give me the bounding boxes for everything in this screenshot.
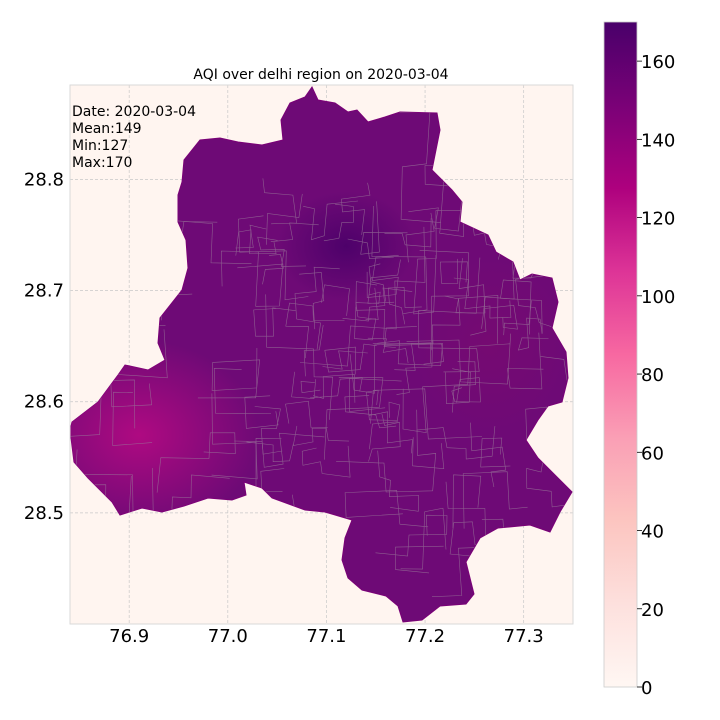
x-tick-label: 77.2 [405,626,445,647]
colorbar [603,21,638,688]
colorbar-tick-label: 40 [641,522,664,543]
colorbar-tick-label: 120 [641,209,675,230]
annotation-max: Max:170 [72,155,132,171]
y-tick-label: 28.5 [24,503,64,524]
chart-title: AQI over delhi region on 2020-03-04 [193,67,448,83]
colorbar-tick-label: 140 [641,130,675,151]
annotation-min: Min:127 [72,138,128,154]
colorbar-tick-label: 0 [641,678,652,699]
colorbar-tick-label: 20 [641,600,664,621]
colorbar-tick-label: 160 [641,52,675,73]
aqi-hotspot-north [276,191,417,302]
colorbar-tick-label: 60 [641,443,664,464]
ward-boundaries [70,87,572,611]
x-tick-label: 77.0 [208,626,248,647]
y-tick-label: 28.8 [24,169,64,190]
colorbar-ticks: 0 20 40 60 80 100 120 140 160 [637,52,675,699]
annotation-mean: Mean:149 [72,121,142,137]
x-tick-label: 77.3 [504,626,544,647]
colorbar-tick-label: 80 [641,365,664,386]
y-tick-label: 28.7 [24,281,64,302]
y-axis-ticks: 28.5 28.6 28.7 28.8 [24,169,64,523]
colorbar-tick-label: 100 [641,287,675,308]
axes-frame [69,84,574,625]
x-tick-label: 76.9 [109,626,149,647]
x-tick-label: 77.1 [306,626,346,647]
annotation-date: Date: 2020-03-04 [72,104,196,120]
x-axis-ticks: 76.9 77.0 77.1 77.2 77.3 [109,626,544,647]
y-tick-label: 28.6 [24,392,64,413]
